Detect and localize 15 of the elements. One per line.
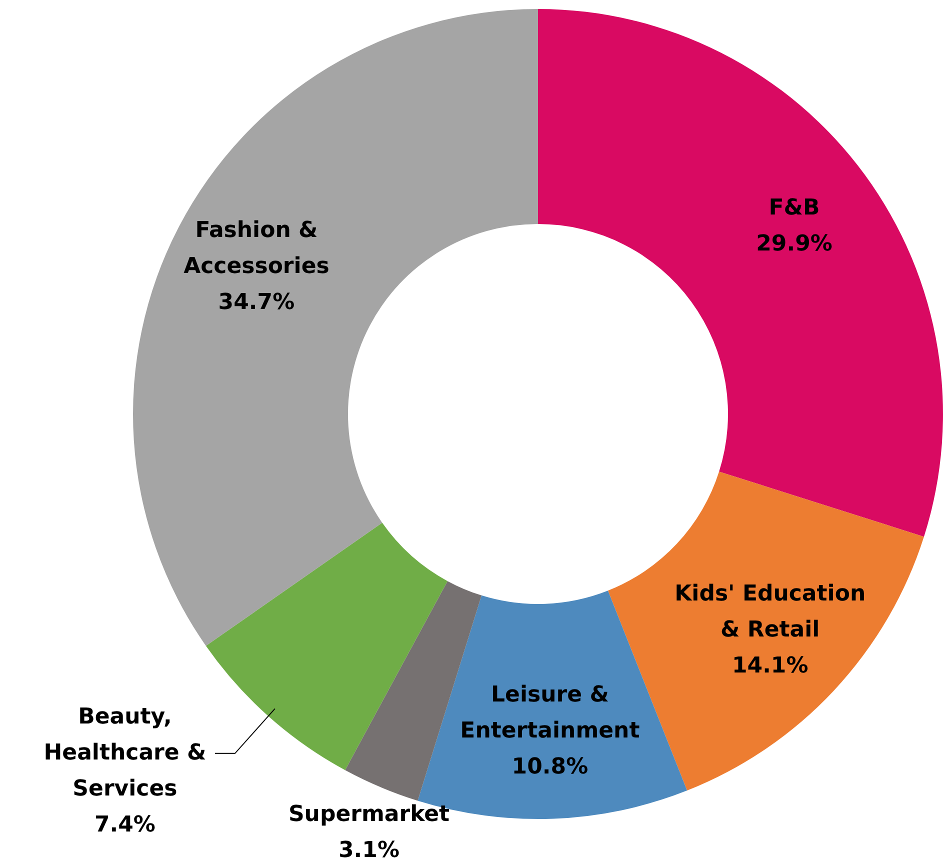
data-label: 7.4% (94, 812, 156, 838)
slice-label: F&B (768, 196, 820, 221)
data-label: 14.1% (732, 654, 808, 679)
donut-slice (133, 9, 538, 646)
slice-label: Supermarket (288, 802, 450, 827)
slice-label: Kids' Education & Retail (674, 582, 866, 643)
donut-slice (206, 522, 448, 770)
data-label: 34.7% (218, 290, 295, 316)
donut-slice (538, 9, 942, 537)
data-label: 3.1% (338, 838, 400, 863)
data-label: 10.8% (512, 754, 588, 780)
data-label: 29.9% (756, 232, 832, 257)
slice-label: Leisure & Entertainment (460, 682, 640, 744)
slice-label: Fashion & Accessories (184, 218, 330, 280)
slice-label: Beauty, Healthcare & Services (44, 704, 206, 802)
